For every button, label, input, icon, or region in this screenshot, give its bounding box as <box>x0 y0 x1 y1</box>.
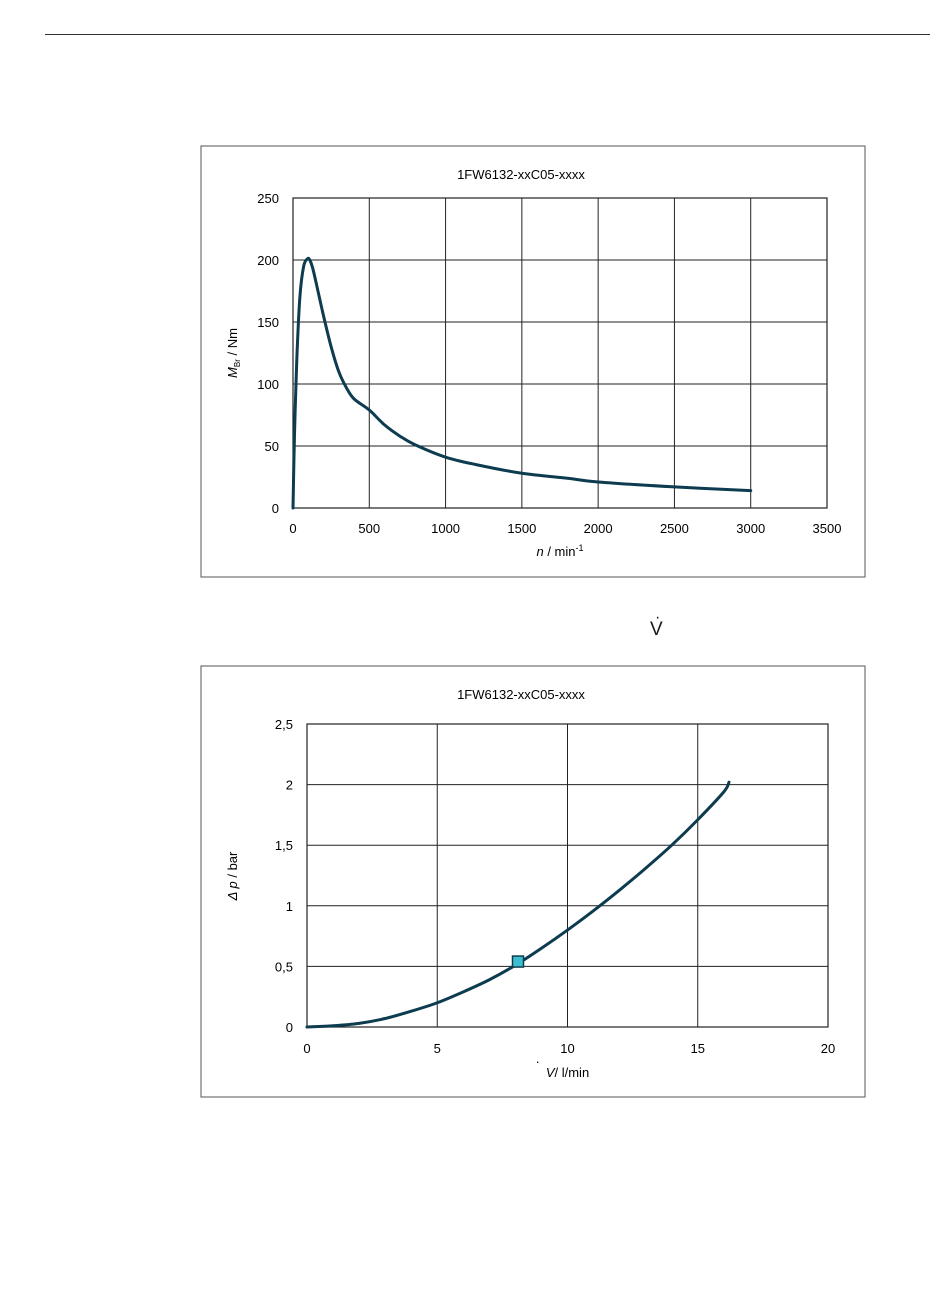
y-tick-label: 2 <box>286 778 293 793</box>
x-tick-label: 500 <box>358 521 380 536</box>
x-axis-label-dot: · <box>536 1054 540 1069</box>
x-tick-label: 0 <box>303 1041 310 1056</box>
x-tick-label: 2500 <box>660 521 689 536</box>
operating-point-marker <box>511 955 525 968</box>
y-tick-label: 200 <box>257 253 279 268</box>
y-tick-label: 100 <box>257 377 279 392</box>
x-tick-label: 20 <box>821 1041 835 1056</box>
y-tick-label: 2,5 <box>275 717 293 732</box>
y-axis-label: MBr / Nm <box>225 328 242 378</box>
x-tick-label: 5 <box>434 1041 441 1056</box>
x-tick-label: 1000 <box>431 521 460 536</box>
x-tick-label: 10 <box>560 1041 574 1056</box>
x-tick-label: 3500 <box>813 521 842 536</box>
chart-2: 1FW6132-xxC05-xxxx 0 5 10 15 20 0 0,5 1 1,5 2 2,5 V/… <box>200 665 866 1098</box>
y-tick-label: 50 <box>265 439 279 454</box>
x-tick-label: 3000 <box>736 521 765 536</box>
series-line <box>291 256 753 510</box>
y-axis-label: Δ p / bar <box>225 851 240 901</box>
x-tick-label: 15 <box>691 1041 705 1056</box>
x-axis-label: n / min-1 <box>536 543 583 559</box>
top-rule <box>45 34 930 35</box>
x-axis-label: V/ l/min <box>546 1065 589 1080</box>
y-tick-label: 150 <box>257 315 279 330</box>
chart-title: 1FW6132-xxC05-xxxx <box>457 687 585 702</box>
x-tick-label: 0 <box>289 521 296 536</box>
x-tick-label: 2000 <box>584 521 613 536</box>
y-tick-label: 0 <box>286 1020 293 1035</box>
y-tick-label: 250 <box>257 191 279 206</box>
series-line <box>305 780 731 1029</box>
y-tick-label: 0,5 <box>275 959 293 974</box>
y-tick-label: 0 <box>272 501 279 516</box>
x-tick-label: 1500 <box>507 521 536 536</box>
plot-area <box>292 197 828 509</box>
chart-title: 1FW6132-xxC05-xxxx <box>457 167 585 182</box>
y-tick-label: 1 <box>286 899 293 914</box>
flow-rate-symbol: V · <box>650 609 663 640</box>
y-tick-label: 1,5 <box>275 838 293 853</box>
